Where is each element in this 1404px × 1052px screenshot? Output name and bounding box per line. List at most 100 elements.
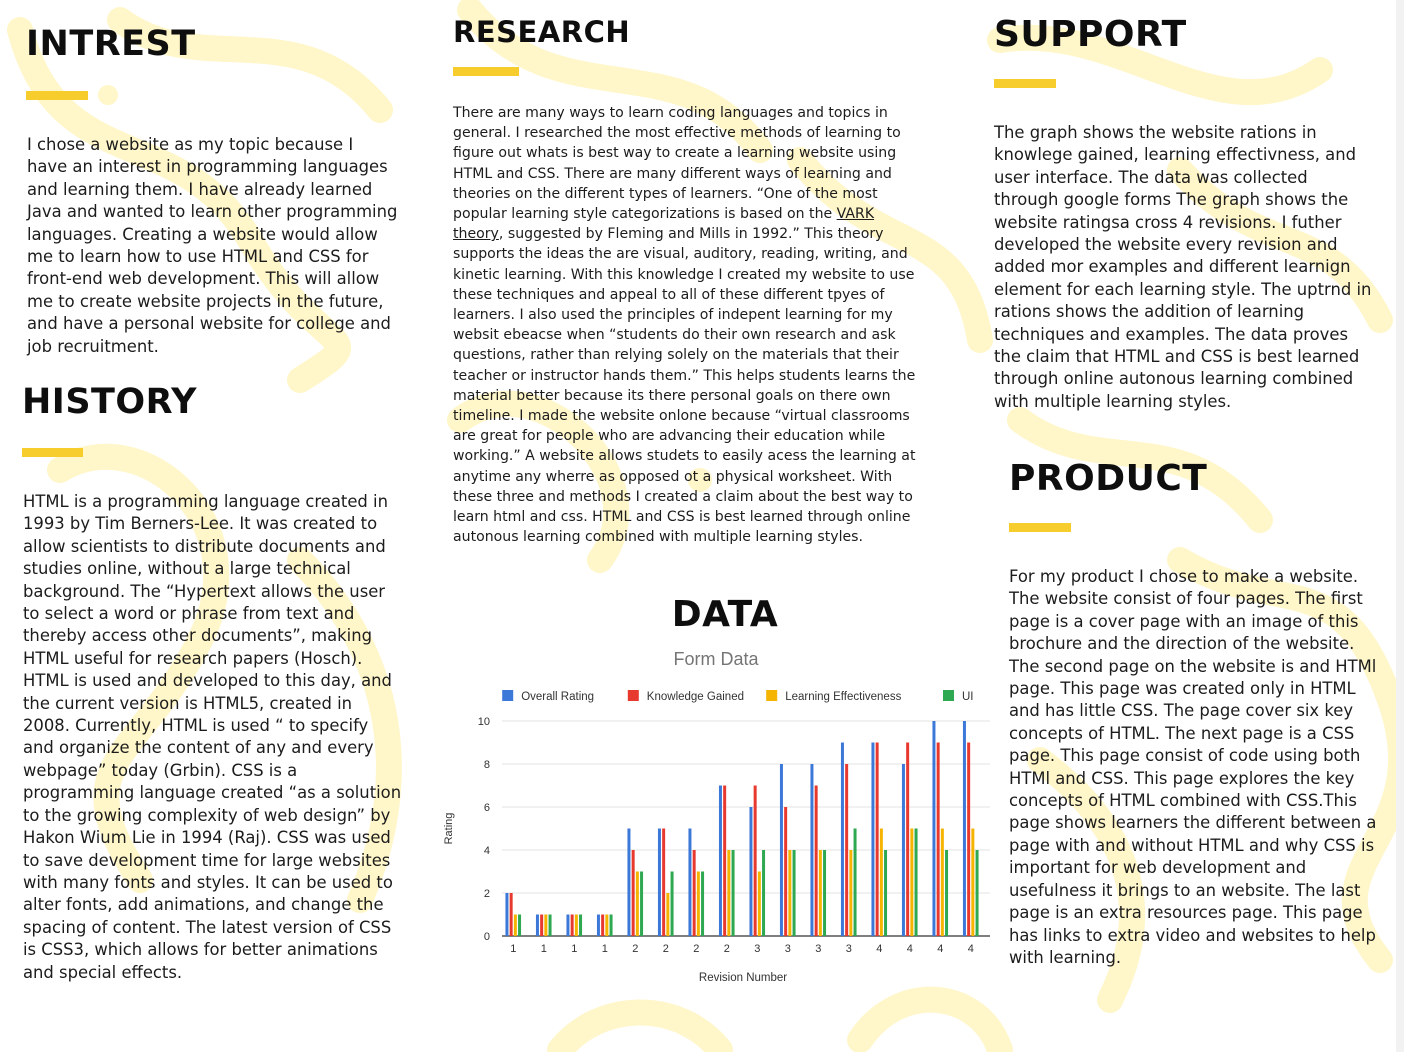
bar-ui-2 bbox=[579, 914, 583, 936]
research-heading: RESEARCH bbox=[453, 15, 631, 49]
bar-overall-rating-11 bbox=[840, 742, 844, 936]
x-axis-label: Revision Number bbox=[699, 972, 787, 984]
data-section: DATA Form Data Overall Rating Knowledge Ga… bbox=[430, 590, 1000, 1000]
x-tick-label-12: 4 bbox=[876, 943, 882, 955]
history-body: HTML is a programming language created i… bbox=[23, 492, 402, 982]
y-tick-label-5: 10 bbox=[478, 716, 490, 728]
research-accent-rule bbox=[453, 67, 519, 76]
bar-knowledge-gained-5 bbox=[662, 828, 666, 936]
product-heading: PRODUCT bbox=[1009, 458, 1208, 499]
bar-knowledge-gained-4 bbox=[631, 850, 635, 936]
legend-swatch-2 bbox=[766, 690, 778, 701]
bar-overall-rating-9 bbox=[779, 764, 783, 936]
bar-knowledge-gained-2 bbox=[570, 914, 574, 936]
bar-learning-effectiveness-3 bbox=[605, 914, 609, 936]
interest-section: INTREST I chose a website as my topic be… bbox=[0, 0, 430, 370]
bar-overall-rating-13 bbox=[901, 764, 905, 936]
bar-ui-5 bbox=[670, 871, 674, 936]
bar-overall-rating-6 bbox=[688, 828, 692, 936]
chart-title: Form Data bbox=[673, 649, 759, 669]
bar-knowledge-gained-8 bbox=[753, 785, 757, 936]
bar-knowledge-gained-14 bbox=[936, 742, 940, 936]
bar-overall-rating-15 bbox=[962, 721, 966, 936]
y-tick-label-0: 0 bbox=[484, 931, 490, 943]
x-tick-label-15: 4 bbox=[968, 943, 974, 955]
bar-learning-effectiveness-4 bbox=[635, 871, 639, 936]
bar-knowledge-gained-6 bbox=[692, 850, 696, 936]
bar-overall-rating-10 bbox=[810, 764, 814, 936]
support-section: SUPPORT The graph shows the website rati… bbox=[980, 0, 1400, 430]
interest-heading: INTREST bbox=[26, 24, 196, 64]
bar-learning-effectiveness-2 bbox=[574, 914, 578, 936]
support-heading: SUPPORT bbox=[994, 14, 1187, 55]
interest-accent-rule bbox=[26, 91, 88, 100]
bar-learning-effectiveness-15 bbox=[971, 828, 975, 936]
y-tick-label-4: 8 bbox=[484, 759, 490, 771]
bar-ui-7 bbox=[731, 850, 735, 936]
bar-ui-6 bbox=[701, 871, 705, 936]
history-section: HISTORY HTML is a programming language c… bbox=[0, 370, 430, 1010]
bar-knowledge-gained-13 bbox=[906, 742, 910, 936]
bar-ui-3 bbox=[609, 914, 613, 936]
bar-ui-12 bbox=[884, 850, 888, 936]
bar-ui-10 bbox=[823, 850, 827, 936]
legend-label-3: UI bbox=[962, 691, 974, 703]
bar-ui-9 bbox=[792, 850, 796, 936]
y-axis-label: Rating bbox=[443, 813, 455, 845]
bar-overall-rating-0 bbox=[505, 893, 509, 936]
legend-swatch-1 bbox=[627, 690, 639, 701]
bar-overall-rating-3 bbox=[596, 914, 600, 936]
history-accent-rule bbox=[22, 448, 83, 457]
bar-ui-14 bbox=[945, 850, 949, 936]
bar-learning-effectiveness-1 bbox=[544, 914, 548, 936]
y-tick-label-1: 2 bbox=[484, 888, 490, 900]
bar-learning-effectiveness-10 bbox=[818, 850, 822, 936]
bar-overall-rating-12 bbox=[871, 742, 875, 936]
bar-knowledge-gained-12 bbox=[875, 742, 879, 936]
bar-knowledge-gained-0 bbox=[509, 893, 513, 936]
support-body: The graph shows the website rations in k… bbox=[994, 123, 1372, 411]
bar-ui-15 bbox=[975, 850, 979, 936]
bar-overall-rating-7 bbox=[718, 785, 722, 936]
bar-learning-effectiveness-0 bbox=[513, 914, 517, 936]
bar-ui-11 bbox=[853, 828, 857, 936]
x-tick-label-3: 1 bbox=[602, 943, 608, 955]
bar-knowledge-gained-15 bbox=[967, 742, 971, 936]
bar-overall-rating-14 bbox=[932, 721, 936, 936]
x-tick-label-2: 1 bbox=[571, 943, 577, 955]
vark-theory-link[interactable]: VARK theory bbox=[453, 206, 875, 243]
research-body-part-1: There are many ways to learn coding lang… bbox=[453, 105, 901, 223]
bar-learning-effectiveness-14 bbox=[940, 828, 944, 936]
bar-knowledge-gained-7 bbox=[723, 785, 727, 936]
x-tick-label-4: 2 bbox=[632, 943, 638, 955]
bar-learning-effectiveness-7 bbox=[727, 850, 731, 936]
history-heading: HISTORY bbox=[22, 382, 198, 422]
legend-swatch-0 bbox=[502, 690, 514, 701]
bar-knowledge-gained-1 bbox=[540, 914, 544, 936]
x-tick-label-6: 2 bbox=[693, 943, 699, 955]
bar-overall-rating-8 bbox=[749, 807, 753, 936]
x-tick-label-1: 1 bbox=[541, 943, 547, 955]
x-tick-label-8: 3 bbox=[754, 943, 760, 955]
interest-body: I chose a website as my topic because I … bbox=[27, 135, 398, 356]
x-tick-label-11: 3 bbox=[846, 943, 852, 955]
product-section: PRODUCT For my product I chose to make a… bbox=[995, 440, 1400, 1000]
bar-ui-0 bbox=[518, 914, 522, 936]
bar-ui-13 bbox=[914, 828, 918, 936]
x-tick-label-9: 3 bbox=[785, 943, 791, 955]
bar-ui-4 bbox=[640, 871, 644, 936]
form-data-chart: Form Data Overall Rating Knowledge Gained L… bbox=[443, 649, 990, 984]
bar-overall-rating-4 bbox=[627, 828, 631, 936]
legend-label-0: Overall Rating bbox=[521, 691, 594, 703]
bar-learning-effectiveness-8 bbox=[757, 871, 761, 936]
x-tick-label-10: 3 bbox=[815, 943, 821, 955]
research-section: RESEARCH There are many ways to learn co… bbox=[440, 0, 965, 560]
x-tick-label-0: 1 bbox=[510, 943, 516, 955]
bar-learning-effectiveness-11 bbox=[849, 850, 853, 936]
legend-label-1: Knowledge Gained bbox=[647, 691, 744, 703]
x-tick-label-5: 2 bbox=[663, 943, 669, 955]
bar-ui-8 bbox=[762, 850, 766, 936]
bar-overall-rating-1 bbox=[535, 914, 539, 936]
bar-knowledge-gained-3 bbox=[601, 914, 605, 936]
